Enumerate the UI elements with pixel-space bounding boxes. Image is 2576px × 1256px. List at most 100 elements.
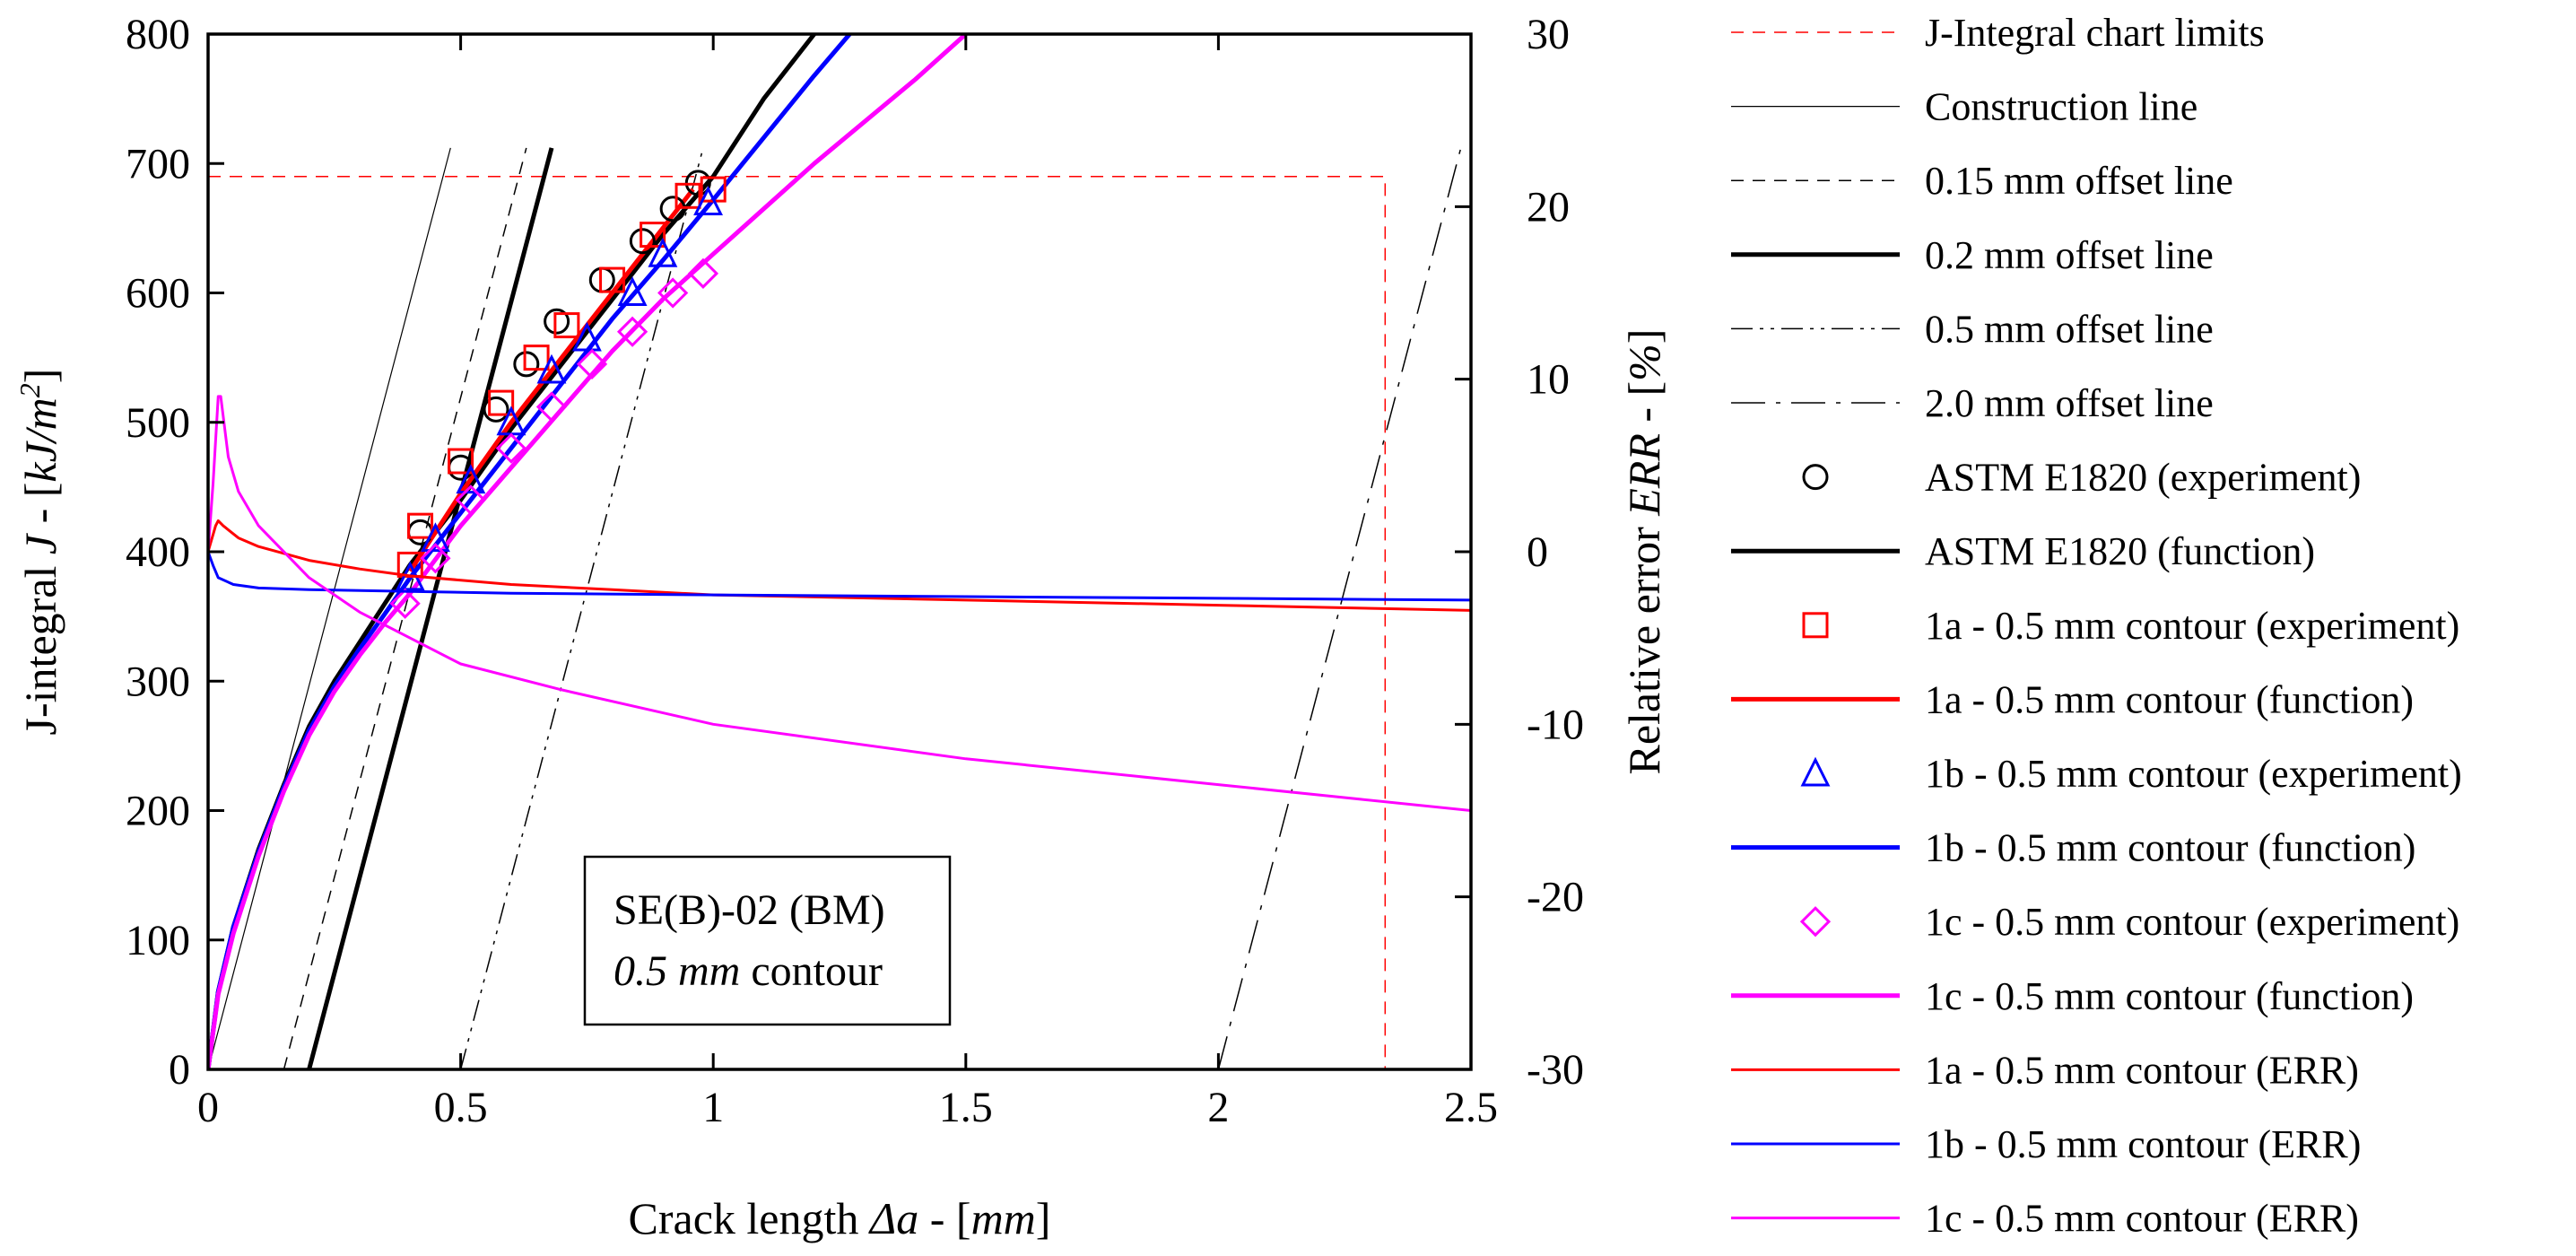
y2-tick-label: 30 <box>1527 11 1570 58</box>
legend-label: 0.5 mm offset line <box>1925 307 2214 351</box>
point-1c-0-5-mm-contour-experiment <box>535 391 568 423</box>
x-tick-label: 0.5 <box>434 1084 488 1131</box>
point-1c-0-5-mm-contour-experiment <box>455 484 486 516</box>
point-1a-0-5-mm-contour-experiment <box>407 512 434 539</box>
legend-item-j-integral-chart-limits: J-Integral chart limits <box>1731 11 2265 55</box>
legend-item-astm-e1820-experiment: ASTM E1820 (experiment) <box>1802 456 2361 500</box>
legend-item-astm-e1820-function: ASTM E1820 (function) <box>1731 529 2315 573</box>
series-1a-0-5-mm-contour-err <box>208 519 1471 612</box>
legend-item-1a-0-5-mm-contour-experiment: 1a - 0.5 mm contour (experiment) <box>1802 604 2459 648</box>
legend-label: 1b - 0.5 mm contour (function) <box>1925 826 2415 870</box>
legend-item-construction-line: Construction line <box>1731 85 2197 129</box>
legend-marker <box>1802 464 1829 491</box>
legend-item-1b-0-5-mm-contour-err: 1b - 0.5 mm contour (ERR) <box>1731 1122 2361 1166</box>
point-astm-e1820-experiment <box>544 308 570 335</box>
legend-label: ASTM E1820 (function) <box>1925 529 2315 573</box>
y2-tick-label: 20 <box>1527 183 1570 231</box>
y-tick-label: 700 <box>126 140 190 188</box>
point-1b-0-5-mm-contour-experiment <box>617 276 648 306</box>
x-tick-label: 2.5 <box>1444 1084 1498 1131</box>
data-layer <box>208 34 1471 1069</box>
y2-tick-label: 0 <box>1527 528 1548 576</box>
legend-marker <box>1800 756 1831 787</box>
point-1c-0-5-mm-contour-experiment <box>616 316 648 347</box>
legend-label: 2.0 mm offset line <box>1925 381 2214 425</box>
legend-label: ASTM E1820 (experiment) <box>1925 456 2361 500</box>
legend-label: Construction line <box>1925 85 2197 129</box>
y-tick-label: 400 <box>126 528 190 576</box>
y-tick-label: 0 <box>169 1046 190 1094</box>
y2-tick-label: -20 <box>1527 874 1584 921</box>
annotation-box: SE(B)-02 (BM) 0.5 mm contour <box>583 855 952 1026</box>
y2-tick-label: 10 <box>1527 356 1570 404</box>
legend-item-2-0-mm-offset-line: 2.0 mm offset line <box>1731 381 2214 425</box>
point-1a-0-5-mm-contour-experiment <box>599 266 626 293</box>
ref-line-offset-0.15 <box>283 147 527 1069</box>
point-1a-0-5-mm-contour-experiment <box>488 389 515 416</box>
point-astm-e1820-experiment <box>513 351 540 378</box>
legend-label: 1b - 0.5 mm contour (ERR) <box>1925 1122 2361 1166</box>
x-tick-label: 2 <box>1207 1084 1229 1131</box>
ref-line-offset-2.0 <box>1217 147 1462 1069</box>
legend-label: 1c - 0.5 mm contour (experiment) <box>1925 900 2459 944</box>
y-tick-label: 300 <box>126 658 190 705</box>
annotation-line2: 0.5 mm contour <box>614 947 883 995</box>
legend-label: 1a - 0.5 mm contour (experiment) <box>1925 604 2459 648</box>
x-tick-label: 0 <box>197 1084 219 1131</box>
x-axis-title: Crack length Δa - [mm] <box>629 1193 1051 1243</box>
legend-label: 1c - 0.5 mm contour (function) <box>1925 974 2414 1018</box>
y-axis-title: J-integral J - [kJ/m2] <box>13 369 65 736</box>
legend-label: 0.15 mm offset line <box>1925 159 2233 203</box>
legend-item-1c-0-5-mm-contour-function: 1c - 0.5 mm contour (function) <box>1731 974 2414 1018</box>
y-tick-label: 200 <box>126 788 190 835</box>
point-1b-0-5-mm-contour-experiment <box>693 186 723 216</box>
point-1c-0-5-mm-contour-experiment <box>687 257 719 289</box>
legend-marker <box>1799 906 1832 938</box>
point-astm-e1820-experiment <box>483 396 509 423</box>
point-1b-0-5-mm-contour-experiment <box>536 353 567 384</box>
point-1b-0-5-mm-contour-experiment <box>571 321 602 352</box>
legend-item-1a-0-5-mm-contour-function: 1a - 0.5 mm contour (function) <box>1731 677 2414 721</box>
legend: J-Integral chart limits Construction line… <box>1731 11 2462 1241</box>
series-1c-0-5-mm-contour-function <box>208 34 968 1069</box>
err-series <box>208 395 1471 812</box>
point-1a-0-5-mm-contour-experiment <box>674 182 701 209</box>
y2-tick-label: -30 <box>1527 1046 1584 1094</box>
legend-item-0-5-mm-offset-line: 0.5 mm offset line <box>1731 307 2214 351</box>
x-tick-label: 1 <box>702 1084 724 1131</box>
point-1a-0-5-mm-contour-experiment <box>523 345 550 371</box>
point-1c-0-5-mm-contour-experiment <box>420 543 451 574</box>
legend-label: 1a - 0.5 mm contour (function) <box>1925 677 2414 721</box>
legend-item-1b-0-5-mm-contour-function: 1b - 0.5 mm contour (function) <box>1731 826 2415 870</box>
legend-label: J-Integral chart limits <box>1925 11 2265 55</box>
legend-item-1b-0-5-mm-contour-experiment: 1b - 0.5 mm contour (experiment) <box>1800 752 2462 796</box>
y2-tick-label: -10 <box>1527 701 1584 748</box>
point-1b-0-5-mm-contour-experiment <box>456 464 486 494</box>
y-tick-label: 500 <box>126 399 190 447</box>
point-1c-0-5-mm-contour-experiment <box>657 277 689 309</box>
series-1c-0-5-mm-contour-err <box>208 395 1471 812</box>
legend-label: 1b - 0.5 mm contour (experiment) <box>1925 752 2462 796</box>
legend-marker <box>1802 612 1829 639</box>
ref-line-construction-line <box>208 147 451 1069</box>
annotation-line1: SE(B)-02 (BM) <box>614 886 885 934</box>
x-tick-label: 1.5 <box>939 1084 993 1131</box>
legend-label: 1c - 0.5 mm contour (ERR) <box>1925 1197 2359 1241</box>
point-1b-0-5-mm-contour-experiment <box>421 522 450 553</box>
legend-label: 0.2 mm offset line <box>1925 233 2214 277</box>
y2-axis-title: Relative error ERR - [%] <box>1619 328 1669 774</box>
legend-item-0-2-mm-offset-line: 0.2 mm offset line <box>1731 233 2214 277</box>
point-1c-0-5-mm-contour-experiment <box>389 588 421 619</box>
ref-line-chart-limits <box>208 175 1387 1069</box>
point-1a-0-5-mm-contour-experiment <box>448 448 474 475</box>
point-1a-0-5-mm-contour-experiment <box>553 312 580 339</box>
y-tick-label: 100 <box>126 917 190 964</box>
point-1b-0-5-mm-contour-experiment <box>648 237 678 267</box>
legend-label: 1a - 0.5 mm contour (ERR) <box>1925 1048 2359 1092</box>
series-1b-0-5-mm-contour-err <box>208 551 1471 602</box>
ref-line-offset-0.2 <box>307 147 554 1069</box>
legend-item-1c-0-5-mm-contour-experiment: 1c - 0.5 mm contour (experiment) <box>1799 900 2459 944</box>
legend-item-0-15-mm-offset-line: 0.15 mm offset line <box>1731 159 2233 203</box>
y-tick-label: 600 <box>126 270 190 318</box>
